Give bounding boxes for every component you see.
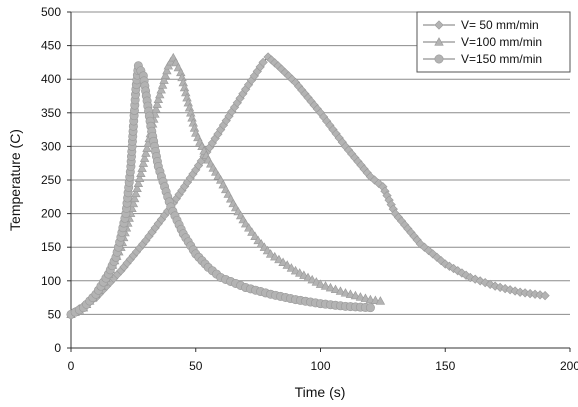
data-point [157, 80, 168, 89]
x-tick-label-100: 100 [310, 359, 330, 373]
data-point [375, 296, 386, 305]
series-circle [66, 61, 375, 319]
y-axis-title: Temperature (C) [7, 129, 23, 231]
legend-marker-triangle [434, 37, 444, 46]
data-point [134, 173, 145, 182]
y-tick-label-0: 0 [54, 341, 61, 355]
data-point [540, 290, 550, 301]
x-axis-title: Time (s) [295, 384, 346, 400]
y-tick-label-450: 450 [41, 39, 61, 53]
y-tick-label-350: 350 [41, 106, 61, 120]
data-point [137, 163, 147, 172]
y-tick-label-400: 400 [41, 72, 61, 86]
data-point [153, 94, 164, 104]
legend-marker-circle [434, 54, 444, 64]
data-point [330, 284, 341, 294]
data-point [138, 158, 149, 167]
data-point [270, 251, 280, 261]
data-point [151, 104, 161, 113]
y-tick-label-200: 200 [41, 207, 61, 221]
data-point [369, 175, 380, 185]
data-point [282, 260, 292, 269]
data-point [162, 65, 172, 75]
x-tick-label-50: 50 [189, 359, 203, 373]
legend: V= 50 mm/min V=100 mm/min V=150 mm/min [416, 11, 571, 73]
data-point [159, 75, 169, 84]
legend-label-triangle: V=100 mm/min [461, 35, 542, 49]
data-point [132, 183, 142, 193]
data-point [320, 281, 331, 290]
data-point [265, 249, 276, 258]
data-point [315, 279, 326, 288]
data-point [129, 193, 140, 203]
data-series [66, 52, 550, 320]
x-tick-label-0: 0 [68, 359, 75, 373]
legend-marker-diamond [434, 20, 444, 30]
data-point [505, 285, 515, 295]
x-tick-label-150: 150 [435, 359, 455, 373]
data-point [136, 168, 146, 177]
data-point [258, 57, 268, 68]
data-point [345, 289, 356, 298]
y-tick-label-500: 500 [41, 5, 61, 19]
data-point [131, 188, 141, 198]
y-tick-label-50: 50 [48, 307, 62, 321]
data-point [415, 239, 425, 249]
series-diamond [66, 52, 550, 320]
data-point [142, 143, 152, 152]
data-point [360, 293, 371, 302]
data-point [160, 70, 171, 80]
data-point [340, 288, 351, 297]
y-tick-label-150: 150 [41, 240, 61, 254]
data-point [139, 153, 150, 162]
data-point [141, 148, 151, 157]
legend-label-circle: V=150 mm/min [461, 52, 542, 66]
axes [67, 11, 571, 352]
data-point [355, 292, 366, 301]
tick-labels: 0 50 100 150 200 250 300 350 400 450 500 0 50 100 150 2… [41, 5, 578, 373]
legend-label-diamond: V= 50 mm/min [461, 18, 539, 32]
data-point [510, 286, 520, 296]
data-point [423, 245, 434, 256]
data-point [155, 89, 165, 99]
data-point [278, 257, 288, 266]
data-point [133, 178, 144, 188]
data-point [365, 303, 375, 313]
data-point [325, 282, 336, 292]
data-point [286, 263, 297, 272]
data-point [274, 254, 284, 264]
data-point [152, 99, 162, 108]
data-point [335, 286, 346, 295]
y-tick-label-300: 300 [41, 139, 61, 153]
data-point [156, 84, 166, 94]
y-tick-label-250: 250 [41, 173, 61, 187]
data-point [350, 290, 361, 300]
x-tick-label-200: 200 [560, 359, 578, 373]
y-tick-label-100: 100 [41, 274, 61, 288]
